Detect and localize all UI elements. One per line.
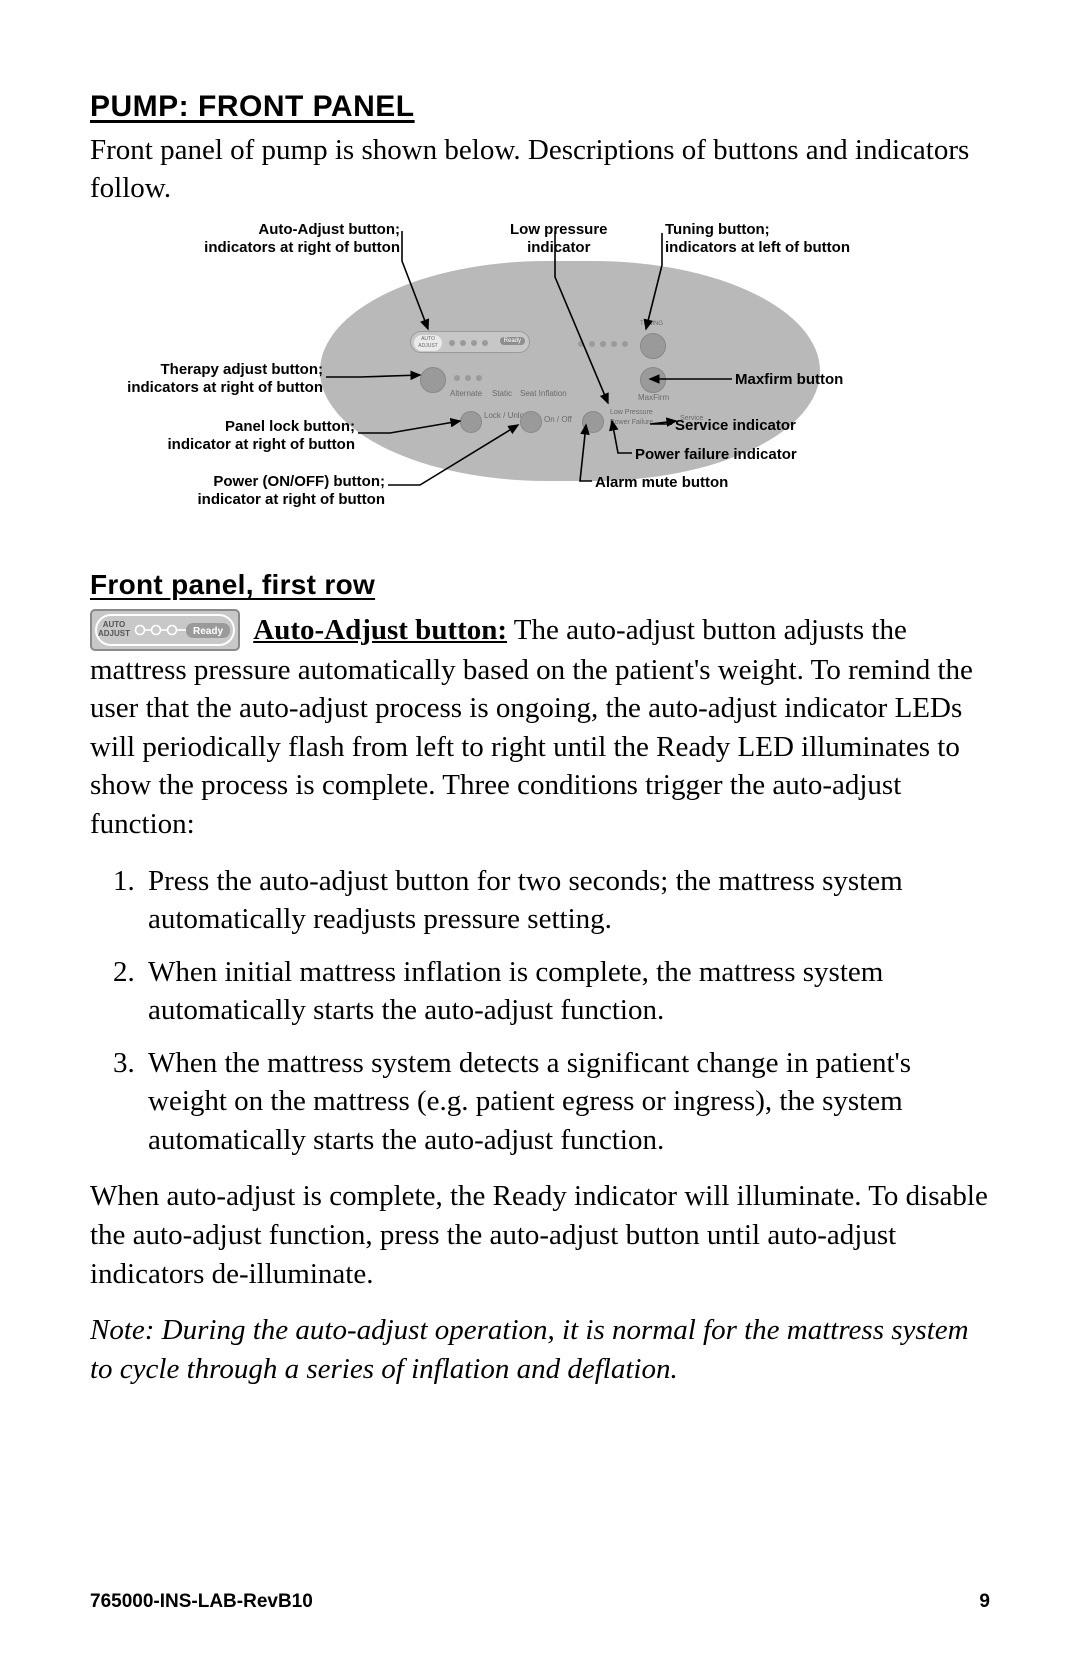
front-panel-diagram: AUTOADJUST Ready TUNING Alternate Static… [90,221,990,551]
footer-pagenum: 9 [979,1591,990,1613]
intro-text: Front panel of pump is shown below. Desc… [90,132,990,207]
page-footer: 765000-INS-LAB-RevB10 9 [90,1591,990,1613]
auto-adjust-lead: Auto-Adjust button: [253,614,507,646]
auto-adjust-badge: AUTO ADJUST Ready [90,609,240,651]
page: PUMP: FRONT PANEL Front panel of pump is… [0,0,1080,1669]
arrows-svg [90,221,990,551]
page-heading: PUMP: FRONT PANEL [90,90,990,124]
subheading-first-row: Front panel, first row [90,569,990,601]
post-list-paragraph: When auto-adjust is complete, the Ready … [90,1177,990,1293]
footer-docid: 765000-INS-LAB-RevB10 [90,1591,313,1613]
note-paragraph: Note: During the auto-adjust operation, … [90,1311,990,1388]
svg-text:AUTO: AUTO [103,620,126,629]
svg-text:ADJUST: ADJUST [98,629,130,638]
list-item: When the mattress system detects a signi… [142,1044,990,1160]
list-item: When initial mattress inflation is compl… [142,953,990,1030]
trigger-list: Press the auto-adjust button for two sec… [90,862,990,1160]
auto-adjust-paragraph: AUTO ADJUST Ready Auto-Adjust button: Th… [90,611,990,843]
list-item: Press the auto-adjust button for two sec… [142,862,990,939]
svg-text:Ready: Ready [193,626,223,637]
